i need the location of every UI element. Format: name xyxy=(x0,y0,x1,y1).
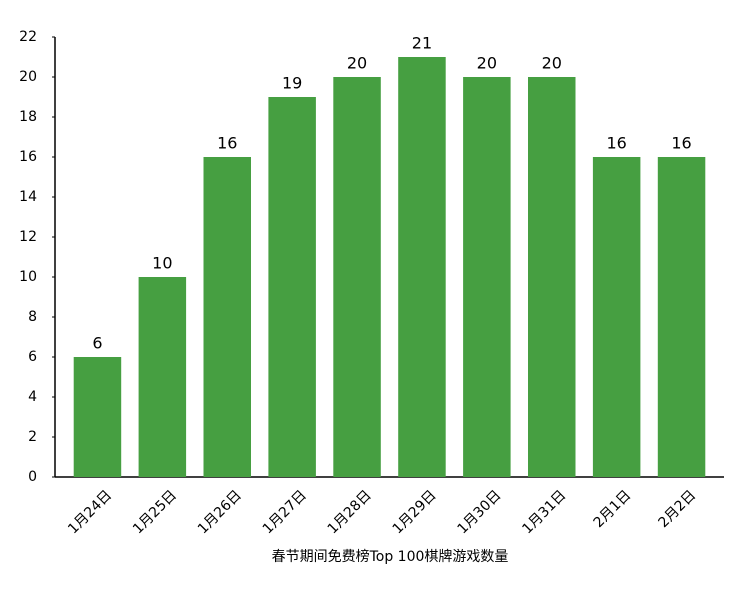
x-tick-label: 1月29日 xyxy=(390,487,440,537)
value-label: 16 xyxy=(606,134,626,153)
y-tick-label: 0 xyxy=(28,469,37,485)
value-label: 20 xyxy=(347,54,367,73)
bar xyxy=(333,77,381,477)
bar xyxy=(398,57,446,477)
x-tick-label: 1月27日 xyxy=(260,487,310,537)
y-tick-label: 16 xyxy=(19,149,37,165)
value-label: 20 xyxy=(542,54,562,73)
x-tick-label: 2月1日 xyxy=(591,487,635,531)
value-label: 19 xyxy=(282,74,302,93)
bar xyxy=(268,97,316,477)
x-tick-label: 1月25日 xyxy=(130,487,180,537)
y-tick-label: 22 xyxy=(19,29,37,45)
x-tick-label: 1月30日 xyxy=(454,487,504,537)
value-label: 10 xyxy=(152,254,172,273)
bar xyxy=(73,357,122,477)
value-label: 16 xyxy=(217,134,237,153)
y-tick-label: 2 xyxy=(28,429,37,445)
bar xyxy=(657,157,706,477)
value-label: 6 xyxy=(92,334,102,353)
bar xyxy=(203,157,251,477)
value-label: 20 xyxy=(477,54,497,73)
y-tick-label: 6 xyxy=(28,349,37,365)
x-tick-label: 1月31日 xyxy=(519,487,569,537)
bar xyxy=(463,77,511,477)
bar xyxy=(592,157,641,477)
x-tick-label: 1月24日 xyxy=(65,487,115,537)
y-tick-label: 20 xyxy=(19,69,37,85)
value-label: 16 xyxy=(671,134,691,153)
y-tick-label: 12 xyxy=(19,229,37,245)
y-tick-label: 8 xyxy=(28,309,37,325)
x-tick-label: 1月26日 xyxy=(195,487,245,537)
y-tick-label: 18 xyxy=(19,109,37,125)
x-tick-label: 2月2日 xyxy=(655,487,699,531)
y-tick-label: 14 xyxy=(19,189,37,205)
x-tick-label: 1月28日 xyxy=(325,487,375,537)
bar xyxy=(138,277,187,477)
value-label: 21 xyxy=(412,34,432,53)
y-tick-label: 10 xyxy=(19,269,37,285)
y-tick-label: 4 xyxy=(28,389,37,405)
x-axis-label: 春节期间免费榜Top 100棋牌游戏数量 xyxy=(272,548,509,565)
bar xyxy=(528,77,576,477)
